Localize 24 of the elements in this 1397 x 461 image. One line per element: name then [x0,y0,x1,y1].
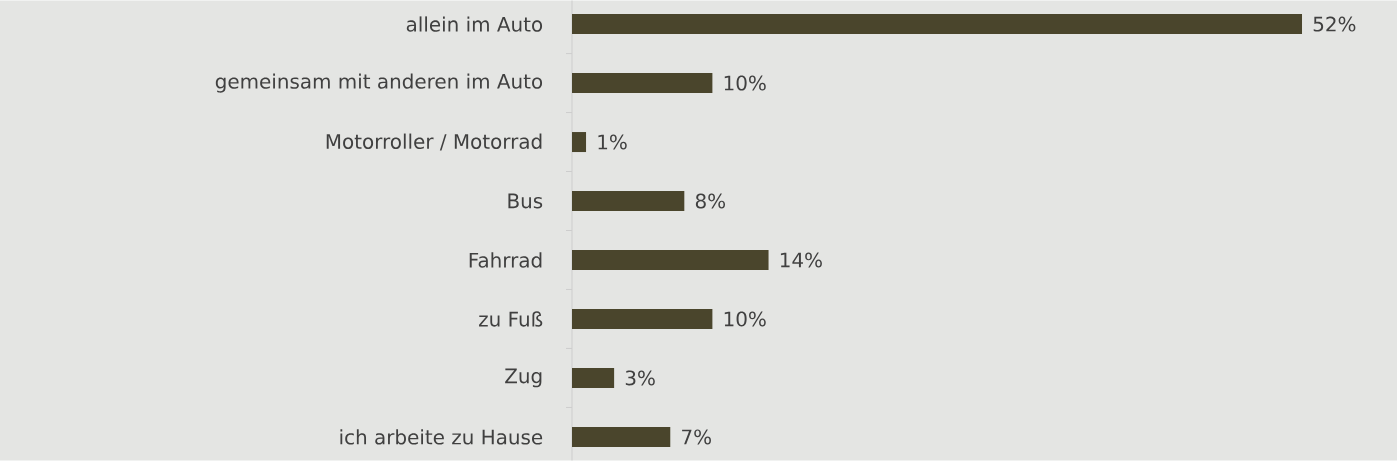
bar [572,367,615,388]
y-tick-label: Bus [508,193,543,209]
bar [572,132,587,153]
data-label: 8% [695,193,726,209]
bar [572,308,713,329]
y-tick-label: zu Fuß [479,311,543,327]
y-tick-label: ich arbeite zu Hause [340,429,543,445]
y-tick-label: gemeinsam mit anderen im Auto [215,73,543,93]
data-label: 10% [724,75,766,91]
y-tick-label: Fahrrad [469,252,542,268]
data-label: 52% [1313,16,1356,32]
y-tick-label: allein im Auto [406,16,543,32]
data-label: 1% [598,134,627,150]
bar [572,14,1303,35]
bar [572,73,713,94]
y-tick-label: Zug [505,368,542,388]
bar [572,249,769,270]
data-label: 10% [724,311,766,327]
data-label: 14% [780,252,822,268]
data-label: 7% [682,429,711,445]
data-label: 3% [625,370,655,386]
y-tick-label: Motorroller / Motorrad [326,133,542,151]
bar [572,426,671,447]
bar [572,191,685,212]
